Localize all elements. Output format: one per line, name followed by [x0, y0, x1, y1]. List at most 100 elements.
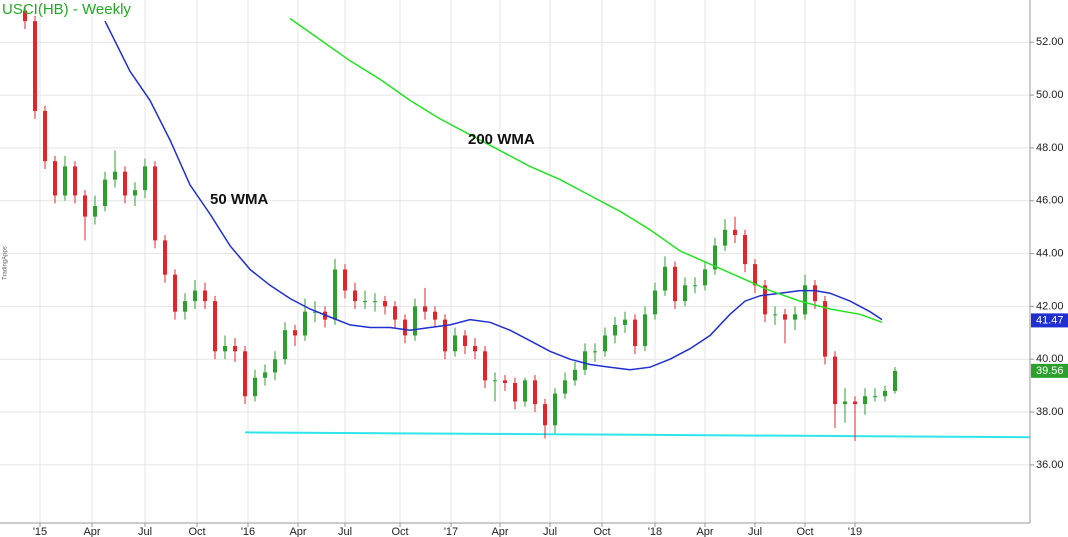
candle-body	[653, 290, 657, 315]
price-label: 39.56	[1036, 365, 1064, 377]
candle-body	[843, 401, 847, 405]
candle-body	[713, 245, 717, 270]
x-tick-label: '18	[648, 526, 662, 537]
y-tick-label: 48.00	[1036, 142, 1064, 154]
candle-body	[633, 319, 637, 347]
axes: 36.00 38.00 40.00 42.00 44.00 46.00 48.00 50.00…	[33, 36, 1068, 537]
candle-body	[493, 380, 497, 382]
candle-body	[253, 377, 257, 397]
candle-body	[513, 383, 517, 402]
candle-body	[293, 330, 297, 336]
candle-body	[613, 324, 617, 336]
candle-body	[363, 301, 367, 303]
candle-body	[353, 290, 357, 302]
candle-body	[593, 351, 597, 353]
x-tick-label: Oct	[593, 526, 610, 537]
x-tick-label: Apr	[289, 526, 306, 537]
candle-body	[543, 404, 547, 426]
candle-body	[263, 372, 267, 378]
candle-body	[233, 346, 237, 352]
candle-body	[273, 359, 277, 373]
y-tick-label: 40.00	[1036, 353, 1064, 365]
candle-body	[483, 351, 487, 381]
candle-body	[213, 301, 217, 352]
candle-body	[63, 166, 67, 196]
candle-body	[463, 335, 467, 347]
plot: 50 WMA 200 WMA	[23, 5, 1031, 442]
candle-body	[143, 166, 147, 191]
price-label-box	[1031, 363, 1068, 378]
candle-body	[183, 301, 187, 312]
x-tick-label: Apr	[696, 526, 713, 537]
x-tick-label: Apr	[83, 526, 100, 537]
x-tick-label: Jul	[543, 526, 557, 537]
series-label: 200 WMA	[468, 131, 535, 148]
candle-body	[113, 171, 117, 180]
candle-body	[413, 306, 417, 336]
candle-body	[193, 290, 197, 302]
candle-body	[93, 206, 97, 217]
candle-body	[433, 311, 437, 320]
x-tick-label: Jul	[338, 526, 352, 537]
candle-body	[473, 346, 477, 352]
candle-body	[33, 21, 37, 111]
candle-body	[833, 356, 837, 405]
candle-body	[223, 346, 227, 352]
candle-body	[123, 171, 127, 196]
candle-body	[753, 264, 757, 286]
y-tick-label: 42.00	[1036, 300, 1064, 312]
candle-body	[623, 319, 627, 325]
candle-body	[423, 306, 427, 312]
candle-body	[873, 396, 877, 398]
candle-body	[553, 393, 557, 426]
moving-average-line	[104, 20, 883, 371]
candle-body	[393, 306, 397, 320]
candle-body	[403, 319, 407, 336]
x-tick-label: Jul	[748, 526, 762, 537]
y-tick-label: 50.00	[1036, 89, 1064, 101]
candle-body	[243, 351, 247, 397]
candle-body	[133, 190, 137, 196]
candle-body	[823, 301, 827, 357]
y-tick-label: 46.00	[1036, 195, 1064, 207]
x-tick-label: Oct	[796, 526, 813, 537]
y-tick-label: 44.00	[1036, 247, 1064, 259]
y-tick-label: 38.00	[1036, 406, 1064, 418]
y-tick-label: 52.00	[1036, 36, 1064, 48]
candle-body	[53, 161, 57, 196]
candle-body	[283, 330, 287, 360]
candle-body	[313, 311, 317, 313]
candle-body	[763, 285, 767, 315]
candle-body	[863, 396, 867, 405]
candle-body	[73, 166, 77, 196]
candle-body	[203, 290, 207, 302]
candle-body	[533, 380, 537, 405]
candle-body	[153, 166, 157, 241]
x-tick-label: '17	[444, 526, 458, 537]
candle-body	[573, 369, 577, 381]
x-tick-label: Oct	[188, 526, 205, 537]
candle-body	[523, 380, 527, 402]
watermark: TradingApps	[3, 246, 9, 280]
series-label: 50 WMA	[210, 191, 269, 208]
candle-body	[803, 285, 807, 315]
x-tick-label: Apr	[491, 526, 508, 537]
x-tick-label: '19	[848, 526, 862, 537]
candle-body	[163, 240, 167, 275]
candle-body	[453, 335, 457, 352]
candle-body	[333, 269, 337, 320]
candle-body	[683, 285, 687, 302]
candle-body	[793, 314, 797, 320]
candle-body	[643, 314, 647, 347]
candle-body	[563, 380, 567, 394]
candle-body	[673, 266, 677, 302]
x-tick-label: Jul	[138, 526, 152, 537]
candle-body	[23, 10, 27, 22]
candle-body	[663, 266, 667, 291]
candle-body	[303, 311, 307, 336]
candle-body	[743, 235, 747, 265]
candle-body	[783, 314, 787, 320]
